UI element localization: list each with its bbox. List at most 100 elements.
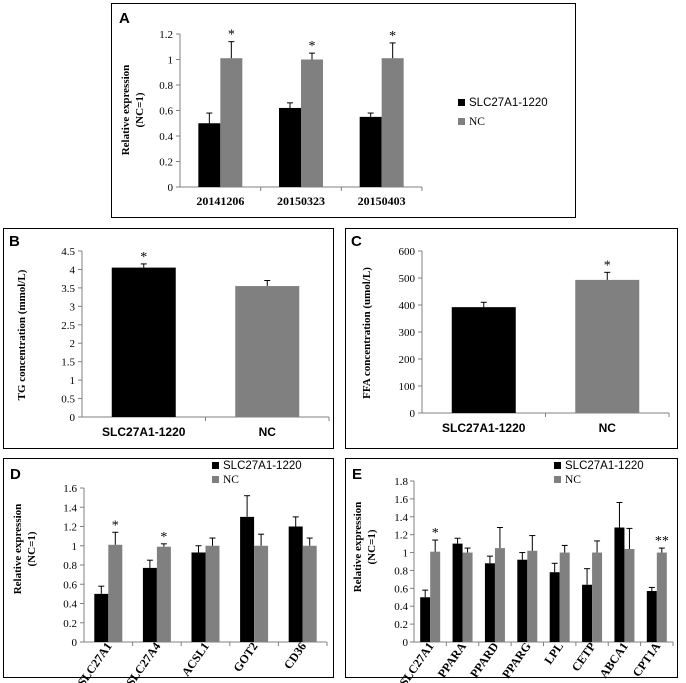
x-category-label: CD36 [281,640,309,672]
y-axis-label: TG concentration (mmol/L) [16,269,28,400]
bar-nc-slc27a1 [108,544,123,642]
bar-slc27a1-1220-ppara [452,543,463,642]
y-tick-label: 500 [399,273,416,285]
legend-label: NC [469,116,485,128]
y-tick-label: 2.5 [61,320,75,332]
y-tick-label: 1.2 [159,29,173,41]
bar-nc [235,286,300,417]
y-tick-label: 1 [72,541,78,553]
y-tick-label: 0.2 [394,619,408,631]
legend-label: NC [565,474,581,486]
bar-nc-abca1 [624,548,635,642]
bar-nc-cd36 [302,545,317,642]
chart-d: D Relative expression (NC=1) 0 0.2 0.4 0.6 0.8 1… [10,460,328,683]
x-category-label: 20150403 [358,194,406,208]
x-category-label: NC [599,421,617,435]
y-tick-label: 600 [399,246,416,258]
y-axis-label: (NC=1) [26,531,38,566]
panel-label: E [352,466,362,483]
y-tick-label: 0.6 [159,106,173,118]
significance-marker: * [140,250,147,265]
y-tick-label: 2 [70,338,76,350]
panel-e: E Relative expression (NC=1) 0 0.2 0.4 0.6 0.8 1… [345,458,678,683]
y-tick-label: 200 [399,354,416,366]
bar-nc-cpt1a [656,552,667,642]
legend-swatch [212,462,219,469]
y-tick-label: 400 [399,300,416,312]
y-axis-label: (NC=1) [134,92,146,127]
y-tick-label: 1.8 [394,476,408,488]
x-category-label: SLC27A1-1220 [102,425,186,439]
legend-label: SLC27A1-1220 [469,97,548,109]
significance-marker: * [228,28,235,43]
y-tick-label: 0.6 [394,583,408,595]
x-category-label: SLC27A1 [75,640,115,683]
legend-swatch [212,476,219,483]
bar-slc27a1-1220-slc27a4 [142,567,157,642]
panel-b: B TG concentration (mmol/L) 0 0.5 1 1.5 2 2.5 3 3… [3,228,334,449]
y-axis-label: (NC=1) [366,529,378,564]
bar-slc27a1-1220-cpt1a [646,591,657,642]
x-category-label: 20150323 [277,194,325,208]
x-category-label: PPARD [467,639,501,680]
significance-marker: * [309,39,316,54]
y-tick-label: 0 [168,182,174,194]
y-tick-label: 0.4 [63,599,77,611]
y-tick-label: 1.4 [63,502,77,514]
bar-slc27a1-1220 [111,267,176,417]
bar-nc-20150403 [381,58,404,187]
x-category-label: 20141206 [196,194,244,208]
bar-slc27a1-1220-20150403 [359,116,382,187]
bar-nc-got2 [254,545,269,642]
y-tick-label: 0 [72,637,78,649]
bar-nc-lpl [559,552,570,642]
panel-label: B [9,233,20,250]
x-category-label: ABCA1 [596,640,630,681]
x-category-label: CETP [569,640,599,674]
y-axis-label: Relative expression [352,502,364,593]
y-tick-label: 4.5 [61,246,75,258]
bar-slc27a1-1220-got2 [240,516,255,642]
panel-label: D [10,466,21,483]
y-tick-label: 1.4 [394,512,408,524]
y-tick-label: 0.8 [394,565,408,577]
panel-label: C [351,233,362,250]
y-tick-label: 100 [399,381,416,393]
y-axis-label: Relative expression [120,65,132,156]
bar-slc27a1-1220-20141206 [198,123,221,187]
x-category-label: PPARA [435,639,469,680]
bar-slc27a1-1220-20150323 [279,107,301,187]
y-tick-label: 3.5 [61,283,75,295]
x-category-label: CPT1A [630,639,664,679]
legend-swatch [458,118,465,125]
bar-slc27a1-1220-acsl1 [191,552,206,642]
y-tick-label: 1 [70,375,76,387]
y-tick-label: 0.5 [61,394,75,406]
y-axis-label: FFA concentration (umol/L) [361,267,373,399]
bar-nc-20141206 [220,58,243,187]
x-category-label: NC [259,425,277,439]
bar-nc-acsl1 [205,545,220,642]
significance-marker: * [604,258,611,273]
y-tick-label: 0.4 [394,601,408,613]
y-tick-label: 0.6 [63,579,77,591]
x-category-label: LPL [541,640,566,667]
legend-label: SLC27A1-1220 [565,460,644,472]
chart-c: C FFA concentration (umol/L) 0 100 200 300 400… [351,233,670,435]
y-tick-label: 1.2 [394,530,408,542]
x-category-label: ACSL1 [179,640,212,679]
bar-slc27a1-1220 [451,307,516,413]
bar-nc-ppara [462,552,473,642]
bar-nc-20150323 [301,59,323,187]
bar-slc27a1-1220-cd36 [288,526,303,642]
y-tick-label: 1.6 [394,494,408,506]
legend-label: NC [223,474,239,486]
chart-e: E Relative expression (NC=1) 0 0.2 0.4 0.6 0.8 1… [352,460,674,683]
y-tick-label: 0.4 [159,131,173,143]
y-tick-label: 1 [403,548,409,560]
y-tick-label: 4 [70,264,76,276]
chart-b: B TG concentration (mmol/L) 0 0.5 1 1.5 2 2.5 3 3… [9,233,330,439]
significance-marker: * [389,29,396,44]
x-category-label: GOT2 [230,640,260,675]
y-tick-label: 0 [70,412,76,424]
